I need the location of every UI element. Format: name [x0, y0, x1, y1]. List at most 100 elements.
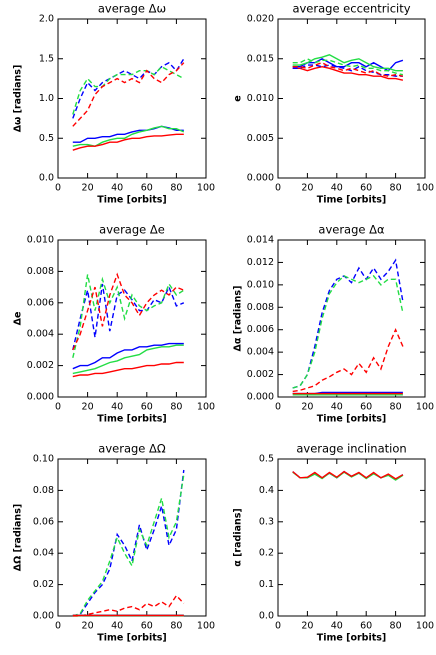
- series-line: [72, 361, 184, 378]
- y-tick-label: 0.006: [27, 297, 54, 308]
- y-tick-label: 0.014: [247, 235, 274, 246]
- plot-frame: [57, 18, 207, 179]
- x-tick-label: 0: [55, 621, 61, 632]
- y-tick-label: 1.0: [39, 93, 54, 104]
- x-axis-label: Time [orbits]: [317, 633, 387, 644]
- y-axis-label: Δα [radians]: [233, 286, 244, 352]
- x-tick-label: 80: [390, 183, 402, 194]
- series-line: [72, 125, 185, 147]
- x-tick-label: 20: [301, 402, 313, 413]
- y-tick-label: 0.4: [259, 485, 274, 496]
- x-axis-label: Time [orbits]: [97, 633, 167, 644]
- x-tick-label: 40: [111, 621, 123, 632]
- series-line: [292, 275, 404, 389]
- plot-frame: [57, 239, 207, 398]
- series-line: [292, 470, 404, 480]
- x-tick-label: 20: [301, 621, 313, 632]
- chart-title: average Δω: [98, 2, 166, 16]
- plot-frame: [277, 458, 426, 617]
- y-axis-label: e: [233, 95, 244, 101]
- series-line: [72, 272, 185, 351]
- y-tick-label: 0.008: [247, 302, 274, 313]
- y-tick-label: 0.5: [259, 454, 274, 465]
- y-tick-label: 0.04: [33, 548, 54, 559]
- x-tick-label: 20: [82, 402, 94, 413]
- x-tick-label: 0: [275, 402, 281, 413]
- plot-frame: [277, 18, 426, 179]
- x-tick-label: 80: [390, 402, 402, 413]
- x-tick-label: 40: [111, 402, 123, 413]
- y-tick-label: 0.000: [247, 173, 274, 184]
- chart-title: average Δα: [318, 223, 385, 237]
- series-line: [72, 133, 184, 151]
- series-line: [72, 62, 185, 127]
- y-tick-label: 0.008: [27, 266, 54, 277]
- y-tick-label: 0.0: [259, 611, 274, 622]
- x-tick-label: 100: [197, 183, 215, 194]
- plot-frame: [57, 458, 207, 617]
- y-tick-label: 0.06: [33, 516, 54, 527]
- y-tick-label: 0.02: [33, 579, 54, 590]
- y-tick-label: 0.0: [39, 173, 54, 184]
- y-tick-label: 0.3: [259, 516, 274, 527]
- x-axis-label: Time [orbits]: [97, 195, 167, 206]
- chart-title: average ΔΩ: [98, 442, 166, 456]
- x-tick-label: 80: [170, 402, 182, 413]
- x-tick-label: 80: [170, 621, 182, 632]
- x-tick-label: 60: [360, 402, 372, 413]
- series-line: [292, 65, 404, 81]
- series-line: [292, 58, 404, 76]
- y-tick-label: 0.010: [247, 279, 274, 290]
- series-line: [292, 327, 404, 393]
- y-tick-label: 0.020: [247, 14, 274, 25]
- y-tick-label: 0.00: [33, 611, 54, 622]
- chart-title: average eccentricity: [292, 2, 410, 16]
- series-line: [72, 344, 184, 375]
- x-tick-label: 20: [82, 183, 94, 194]
- y-tick-label: 0.1: [259, 579, 274, 590]
- x-axis-label: Time [orbits]: [317, 195, 387, 206]
- x-tick-label: 0: [55, 402, 61, 413]
- y-tick-label: 0.015: [247, 53, 274, 64]
- y-tick-label: 0.006: [247, 324, 274, 335]
- y-tick-label: 0.5: [39, 133, 54, 144]
- series-line: [72, 594, 185, 617]
- y-tick-label: 0.000: [27, 392, 54, 403]
- x-tick-label: 40: [331, 402, 343, 413]
- x-tick-label: 20: [82, 621, 94, 632]
- x-tick-label: 40: [331, 183, 343, 194]
- x-tick-label: 60: [141, 621, 153, 632]
- series-line: [292, 61, 404, 77]
- x-axis-label: Time [orbits]: [317, 414, 387, 425]
- y-tick-label: 0.000: [247, 392, 274, 403]
- series-line: [72, 58, 185, 119]
- y-tick-label: 2.0: [39, 14, 54, 25]
- chart-title: average Δe: [99, 223, 165, 237]
- y-tick-label: 0.2: [259, 548, 274, 559]
- x-tick-label: 100: [197, 621, 215, 632]
- series-line: [292, 258, 404, 389]
- y-tick-label: 0.004: [247, 347, 274, 358]
- y-tick-label: 0.010: [27, 235, 54, 246]
- chart-title: average inclination: [296, 442, 406, 456]
- x-tick-label: 40: [331, 621, 343, 632]
- y-tick-label: 0.002: [247, 369, 274, 380]
- x-tick-label: 100: [416, 621, 434, 632]
- x-tick-label: 100: [416, 402, 434, 413]
- y-tick-label: 0.010: [247, 93, 274, 104]
- y-tick-label: 0.10: [33, 454, 54, 465]
- x-tick-label: 60: [141, 402, 153, 413]
- x-tick-label: 0: [275, 183, 281, 194]
- x-tick-label: 80: [390, 621, 402, 632]
- y-axis-label: α [radians]: [233, 508, 244, 567]
- plot-frame: [277, 239, 426, 398]
- x-axis-label: Time [orbits]: [97, 414, 167, 425]
- x-tick-label: 100: [416, 183, 434, 194]
- series-line: [72, 474, 185, 617]
- y-tick-label: 0.012: [247, 257, 274, 268]
- series-line: [72, 65, 185, 115]
- y-axis-label: ΔΩ [radians]: [13, 504, 24, 571]
- x-tick-label: 20: [301, 183, 313, 194]
- series-line: [72, 342, 184, 370]
